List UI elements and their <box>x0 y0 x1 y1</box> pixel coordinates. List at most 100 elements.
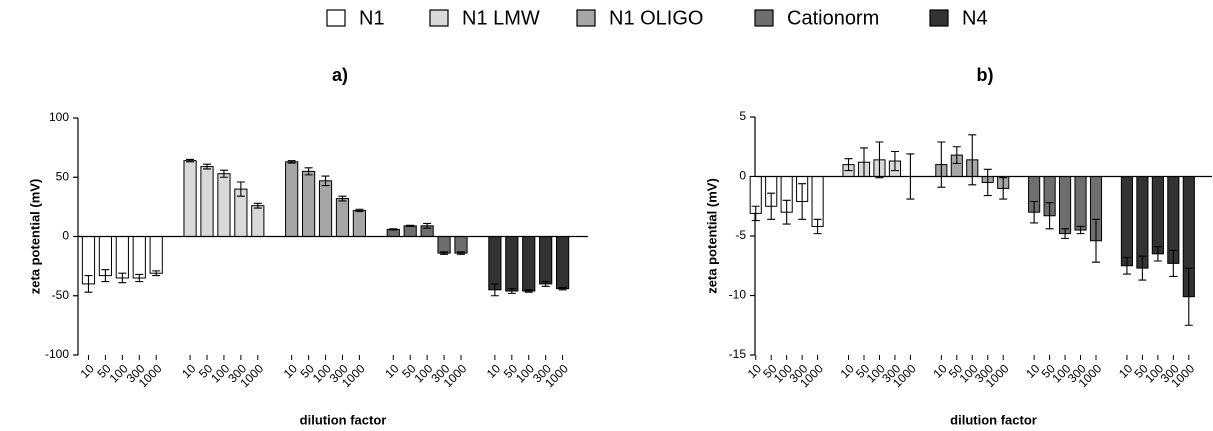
bar <box>1074 176 1087 231</box>
error-bar <box>1184 267 1193 326</box>
error-bar <box>389 228 398 231</box>
x-axis-label: dilution factor <box>300 412 387 427</box>
error-bar <box>219 169 228 178</box>
legend-swatch <box>326 9 346 27</box>
bar <box>454 236 468 254</box>
bar <box>285 161 299 237</box>
error-bar <box>798 183 807 220</box>
error-bar <box>813 218 822 235</box>
error-bar <box>186 158 195 163</box>
legend-label: N1 <box>359 7 385 29</box>
bar <box>1151 176 1164 255</box>
error-bar <box>253 202 262 209</box>
y-tick-label: -100 <box>45 347 69 361</box>
error-bar <box>1076 225 1085 235</box>
error-bar <box>1061 228 1070 239</box>
error-bar <box>490 283 499 297</box>
bar <box>539 236 553 285</box>
error-bar <box>1153 246 1162 262</box>
bar <box>1058 176 1072 235</box>
error-bar <box>507 288 516 294</box>
error-bar <box>751 205 760 222</box>
bar <box>335 198 350 237</box>
bar <box>132 236 146 279</box>
error-bar <box>541 280 550 287</box>
y-tick-label: -15 <box>729 347 747 361</box>
legend-label: N1 OLIGO <box>609 7 703 29</box>
bar <box>251 205 265 238</box>
error-bar <box>236 181 245 197</box>
bar <box>488 236 502 291</box>
error-bar <box>875 141 884 179</box>
y-tick-label: -5 <box>735 228 746 242</box>
error-bar <box>338 195 347 202</box>
error-bar <box>287 160 296 164</box>
error-bar <box>101 269 110 283</box>
bar <box>505 236 519 292</box>
error-bar <box>844 158 853 172</box>
bar <box>318 180 333 237</box>
bar <box>217 173 231 238</box>
legend-label: Cationorm <box>787 7 879 29</box>
error-bar <box>558 286 567 291</box>
error-bar <box>304 167 313 176</box>
legend-label: N4 <box>962 7 988 29</box>
error-bar <box>423 222 432 229</box>
error-bar <box>1092 218 1100 263</box>
y-axis-label: zeta potential (mV) <box>27 179 42 295</box>
y-tick-label: -10 <box>729 288 747 302</box>
error-bar <box>321 175 330 187</box>
error-bar <box>1122 256 1131 275</box>
error-bar <box>203 163 211 170</box>
error-bar <box>983 168 992 197</box>
error-bar <box>135 273 144 283</box>
error-bar <box>1030 200 1039 224</box>
error-bar <box>1169 249 1178 278</box>
error-bar <box>118 272 127 284</box>
error-bar <box>355 208 364 213</box>
chart-title: a) <box>332 65 348 85</box>
bar <box>115 236 129 279</box>
bar <box>352 209 366 237</box>
error-bar <box>440 251 449 255</box>
legend-swatch <box>929 9 949 27</box>
error-bar <box>457 251 465 255</box>
error-bar <box>767 192 776 220</box>
bar <box>1136 176 1149 269</box>
bar <box>302 170 316 237</box>
legend-swatch <box>429 9 449 27</box>
error-bar <box>999 177 1008 200</box>
y-tick-label: 5 <box>739 109 746 123</box>
error-bar <box>406 224 415 227</box>
chart-title: b) <box>977 65 994 85</box>
y-axis-label: zeta potential (mV) <box>704 178 719 294</box>
error-bar <box>84 275 93 293</box>
legend-swatch <box>754 9 774 27</box>
error-bar <box>1045 202 1054 230</box>
legend-swatch <box>576 9 596 27</box>
legend-label: N1 LMW <box>462 7 540 29</box>
bar <box>200 166 214 238</box>
error-bar <box>890 150 899 172</box>
x-axis-label: dilution factor <box>950 412 1037 427</box>
bar <box>522 236 536 292</box>
bar <box>149 236 163 274</box>
bar <box>403 225 417 238</box>
y-tick-label: 50 <box>56 169 70 183</box>
bar <box>1120 176 1134 267</box>
bar <box>183 160 197 237</box>
error-bar <box>524 289 533 293</box>
y-tick-label: -50 <box>52 288 70 302</box>
error-bar <box>937 141 946 188</box>
y-tick-label: 0 <box>62 229 69 243</box>
y-tick-label: 100 <box>49 110 69 124</box>
error-bar <box>952 146 961 164</box>
error-bar <box>1138 255 1147 281</box>
bar <box>556 236 570 290</box>
error-bar <box>152 270 161 277</box>
bar <box>437 236 451 254</box>
y-tick-label: 0 <box>739 169 746 183</box>
error-bar <box>782 199 791 225</box>
